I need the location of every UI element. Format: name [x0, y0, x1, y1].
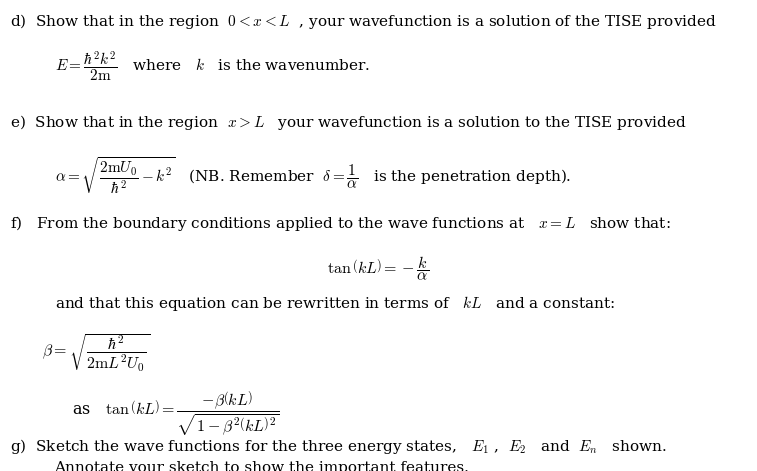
- Text: as   $\tan\left(kL\right) = \dfrac{-\beta\left(kL\right)}{\sqrt{1 - \beta^2\left: as $\tan\left(kL\right) = \dfrac{-\beta\…: [72, 389, 279, 438]
- Text: $\beta = \sqrt{\dfrac{\hbar^2}{2\mathrm{m}L^2 U_0}}$: $\beta = \sqrt{\dfrac{\hbar^2}{2\mathrm{…: [42, 332, 150, 374]
- Text: e)  Show that in the region  $x > L$   your wavefunction is a solution to the TI: e) Show that in the region $x > L$ your …: [10, 113, 687, 132]
- Text: $E = \dfrac{\hbar^2 k^2}{2\mathrm{m}}$   where   $k$   is the wavenumber.: $E = \dfrac{\hbar^2 k^2}{2\mathrm{m}}$ w…: [55, 49, 369, 83]
- Text: g)  Sketch the wave functions for the three energy states,   $E_1$ ,  $E_2$   an: g) Sketch the wave functions for the thr…: [10, 437, 667, 456]
- Text: $\alpha = \sqrt{\dfrac{2\mathrm{m}U_0}{\hbar^2} - k^2}$   (NB. Remember  $\delta: $\alpha = \sqrt{\dfrac{2\mathrm{m}U_0}{\…: [55, 155, 571, 196]
- Text: Annotate your sketch to show the important features.: Annotate your sketch to show the importa…: [55, 461, 469, 471]
- Text: $\tan\left(kL\right) = -\dfrac{k}{\alpha}$: $\tan\left(kL\right) = -\dfrac{k}{\alpha…: [328, 254, 429, 283]
- Text: d)  Show that in the region  $0 < x < L$  , your wavefunction is a solution of t: d) Show that in the region $0 < x < L$ ,…: [10, 12, 716, 31]
- Text: f)   From the boundary conditions applied to the wave functions at   $x = L$   s: f) From the boundary conditions applied …: [10, 214, 671, 233]
- Text: and that this equation can be rewritten in terms of   $kL$   and a constant:: and that this equation can be rewritten …: [55, 294, 615, 313]
